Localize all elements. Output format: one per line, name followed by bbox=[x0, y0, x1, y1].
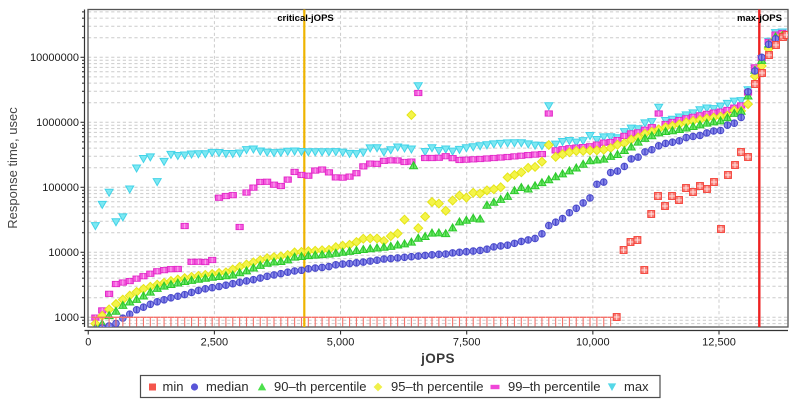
svg-text:7,500: 7,500 bbox=[453, 337, 481, 349]
svg-text:10,000: 10,000 bbox=[576, 337, 610, 349]
svg-text:min: min bbox=[163, 379, 184, 394]
svg-text:max-jOPS: max-jOPS bbox=[737, 13, 782, 24]
svg-text:90–th percentile: 90–th percentile bbox=[274, 379, 367, 394]
svg-text:10000000: 10000000 bbox=[30, 52, 79, 64]
svg-text:100000: 100000 bbox=[42, 182, 79, 194]
svg-text:median: median bbox=[206, 379, 249, 394]
svg-text:95–th percentile: 95–th percentile bbox=[391, 379, 484, 394]
svg-text:max: max bbox=[624, 379, 649, 394]
svg-text:1000: 1000 bbox=[55, 312, 79, 324]
svg-text:2,500: 2,500 bbox=[201, 337, 229, 349]
svg-text:99–th percentile: 99–th percentile bbox=[508, 379, 601, 394]
svg-text:5,000: 5,000 bbox=[327, 337, 355, 349]
svg-text:10000: 10000 bbox=[48, 247, 79, 259]
svg-text:critical-jOPS: critical-jOPS bbox=[277, 13, 334, 24]
svg-text:0: 0 bbox=[85, 337, 91, 349]
svg-text:Response time, usec: Response time, usec bbox=[5, 107, 20, 229]
svg-text:12,500: 12,500 bbox=[702, 337, 736, 349]
svg-text:jOPS: jOPS bbox=[420, 351, 455, 366]
svg-text:1000000: 1000000 bbox=[36, 117, 79, 129]
